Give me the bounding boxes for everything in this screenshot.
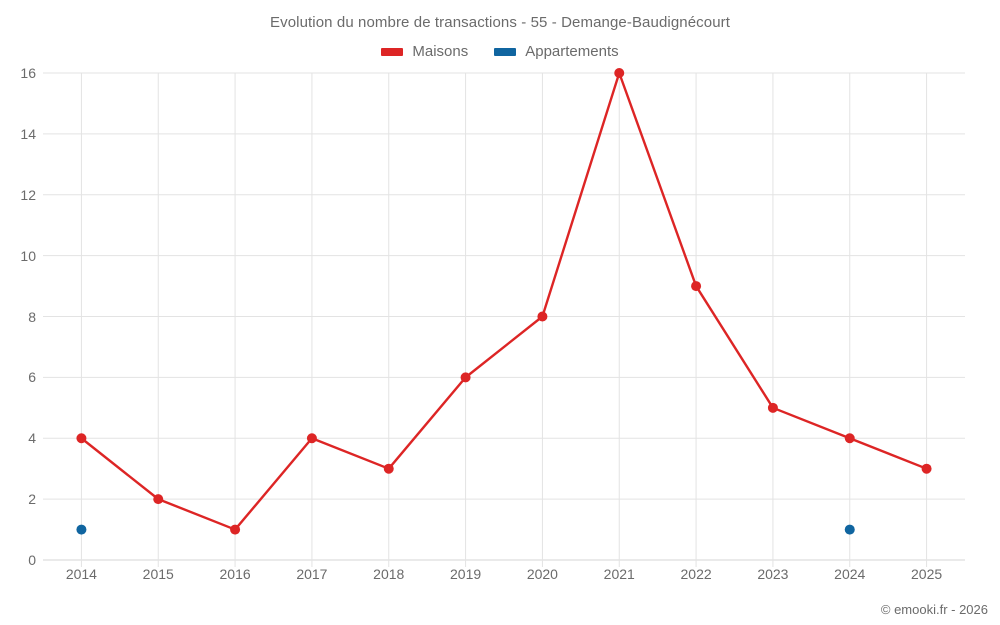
x-axis-tick-label: 2016: [219, 566, 251, 582]
footer-credit: © emooki.fr - 2026: [880, 602, 988, 617]
y-axis-tick-label: 6: [28, 369, 36, 386]
data-point[interactable]: [921, 463, 932, 474]
y-axis-tick-label: 16: [20, 65, 36, 81]
data-point[interactable]: [844, 433, 855, 444]
series-line-0: [80, 71, 928, 531]
plot-svg: [43, 68, 965, 567]
data-point[interactable]: [383, 463, 394, 474]
data-point[interactable]: [76, 524, 87, 535]
x-axis-tick-label: 2014: [65, 566, 97, 582]
y-axis-labels: 0 2 4 6 8 10 12 14 16: [0, 65, 36, 568]
y-axis-tick-label: 4: [28, 430, 36, 447]
legend-item-appartements[interactable]: Appartements: [494, 43, 619, 60]
data-point[interactable]: [844, 524, 855, 535]
data-point[interactable]: [230, 524, 241, 535]
y-axis-tick-label: 14: [20, 125, 36, 142]
x-axis-tick-label: 2025: [911, 566, 943, 582]
x-axis-labels: 2014 2015 2016 2017 2018 2019 2020 2021 2022 2023…: [43, 566, 965, 590]
y-axis-tick-label: 0: [28, 552, 36, 568]
x-axis-tick-label: 2021: [603, 566, 635, 582]
x-axis-tick-label: 2015: [142, 566, 174, 582]
chart-title: Evolution du nombre de transactions - 55…: [270, 14, 730, 31]
y-axis-tick-label: 8: [28, 308, 36, 325]
data-point[interactable]: [153, 494, 164, 505]
y-axis-tick-label: 2: [28, 491, 36, 508]
legend-label-maisons: Maisons: [412, 43, 469, 60]
data-point[interactable]: [306, 433, 317, 444]
x-axis-tick-label: 2022: [680, 566, 712, 582]
legend-label-appartements: Appartements: [525, 43, 619, 60]
x-axis-tick-label: 2020: [526, 566, 558, 582]
x-axis-tick-label: 2018: [373, 566, 405, 582]
data-point[interactable]: [614, 68, 625, 78]
data-point[interactable]: [691, 281, 702, 292]
data-point[interactable]: [767, 402, 778, 413]
x-axis-tick-label: 2017: [296, 566, 328, 582]
x-axis-tick-label: 2024: [834, 566, 866, 582]
y-axis-tick-label: 10: [20, 247, 36, 264]
y-axis-tick-label: 12: [20, 186, 36, 203]
x-axis-tick-label: 2019: [450, 566, 482, 582]
legend-swatch-appartements: [494, 47, 517, 56]
data-point[interactable]: [537, 311, 548, 322]
x-axis-tick-label: 2023: [757, 566, 789, 582]
plot-area: [43, 68, 965, 567]
chart-legend: Maisons Appartements: [0, 43, 1000, 60]
legend-swatch-maisons: [381, 47, 404, 56]
legend-item-maisons[interactable]: Maisons: [381, 43, 468, 60]
data-point[interactable]: [76, 433, 87, 444]
data-point[interactable]: [460, 372, 471, 383]
